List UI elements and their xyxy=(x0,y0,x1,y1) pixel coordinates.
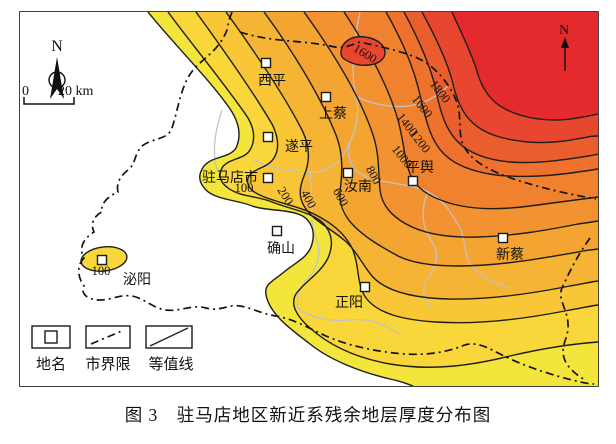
contour-1400 xyxy=(403,12,598,164)
contour-1200 xyxy=(385,12,598,178)
place-marker-square xyxy=(262,131,274,143)
figure-caption: 图 3 驻马店地区新近系残余地层厚度分布图 xyxy=(124,405,492,425)
zero-edge-contour xyxy=(147,12,414,386)
place-label: 上蔡 xyxy=(319,106,347,122)
closed-contour-1600 xyxy=(340,35,386,66)
place-label: 新蔡 xyxy=(496,247,524,263)
place-label: 遂平 xyxy=(285,139,313,155)
legend-label-place: 地名 xyxy=(36,356,66,373)
contour-value-label: 100 xyxy=(92,264,111,278)
place-label: 平舆 xyxy=(406,160,434,176)
place-marker-square xyxy=(320,91,332,103)
contour-lines xyxy=(147,12,598,386)
place-marker-square xyxy=(359,281,371,293)
contour-1800 xyxy=(451,12,598,121)
place-label: 确山 xyxy=(267,241,295,257)
place-marker-square xyxy=(497,232,509,244)
map-canvas: 1600180016001400120010008006004002001001… xyxy=(19,11,599,387)
city-boundary-lines xyxy=(77,12,597,385)
place-marker-square xyxy=(271,225,283,237)
contour-200 xyxy=(195,12,598,324)
county-boundary xyxy=(297,307,399,335)
place-marker-square xyxy=(342,167,354,179)
county-boundary xyxy=(213,109,223,173)
north-label: N xyxy=(559,23,569,38)
legend-label-contour: 等值线 xyxy=(148,355,193,373)
contour-1000 xyxy=(343,12,598,210)
no-data-region xyxy=(20,12,413,386)
city-boundary xyxy=(77,12,595,385)
county-boundary xyxy=(422,191,438,309)
band-10 xyxy=(452,12,598,120)
county-boundary xyxy=(355,85,449,108)
contour-800 xyxy=(303,12,598,238)
place-marker-square xyxy=(96,254,108,266)
county-boundary xyxy=(296,171,320,309)
legend-label-city-boundary: 市界限 xyxy=(85,356,130,373)
scale-bar: 0 20 km xyxy=(22,84,94,105)
contour-400 xyxy=(225,12,598,300)
place-square-icon xyxy=(44,330,58,344)
north-label: N xyxy=(51,38,63,55)
city-boundary xyxy=(239,31,597,200)
compass-needle-icon xyxy=(50,57,64,99)
scale-start-label: 0 xyxy=(22,84,29,99)
place-label: 驻马店市 xyxy=(202,169,258,186)
place-label: 泌阳 xyxy=(123,272,151,288)
place-label: 汝南 xyxy=(344,179,372,195)
place-marker-square xyxy=(262,172,274,184)
north-arrow-ne: N xyxy=(559,23,569,71)
contour-1600 xyxy=(421,12,598,144)
place-marker-square xyxy=(407,175,419,187)
contour-value-label: 100 xyxy=(235,181,254,195)
scale-end-label: 20 km xyxy=(58,84,94,99)
north-arrow-head-icon xyxy=(561,37,569,48)
north-arrow-nw: N xyxy=(48,38,66,99)
contour-600 xyxy=(263,12,598,267)
scale-bar-line xyxy=(23,97,75,105)
county-boundary xyxy=(469,263,511,289)
place-marker-square xyxy=(260,57,272,69)
contour-line-icon xyxy=(149,327,189,347)
place-label: 西平 xyxy=(258,74,286,89)
city-boundary xyxy=(559,237,591,381)
place-label: 正阳 xyxy=(335,295,363,311)
dash-dot-line-icon xyxy=(90,329,125,345)
legend: 地名 市界限 等值线 xyxy=(31,325,194,373)
